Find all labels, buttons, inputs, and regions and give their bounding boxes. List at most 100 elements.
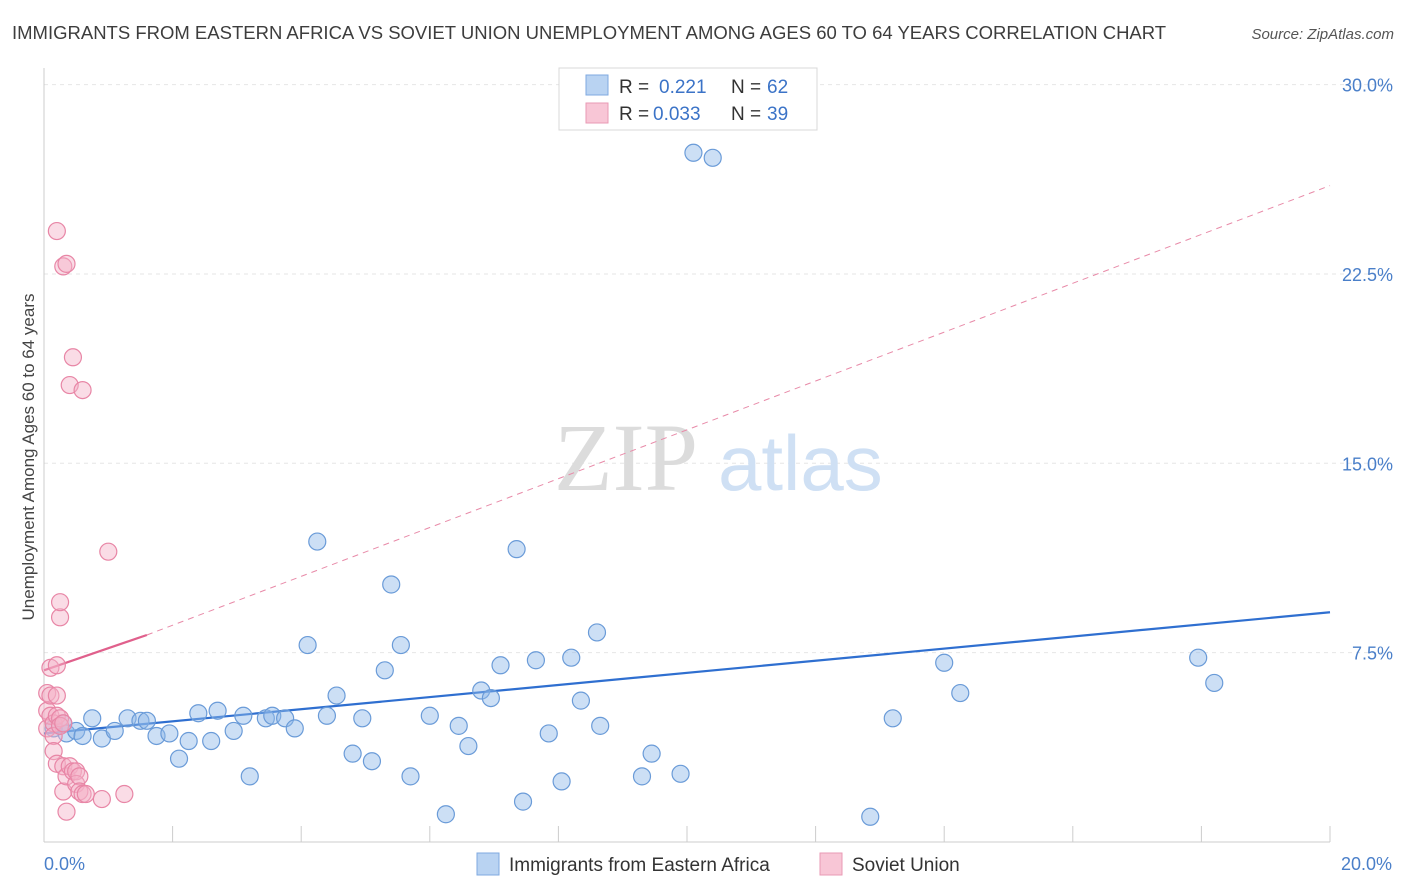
point-soviet-union (57, 254, 76, 273)
point-eastern-africa (169, 749, 189, 768)
point-eastern-africa (526, 651, 545, 670)
trend-line-soviet-union-extension (146, 185, 1331, 636)
point-eastern-africa (401, 767, 420, 786)
point-eastern-africa (539, 724, 558, 743)
point-eastern-africa (1189, 648, 1208, 667)
point-eastern-africa (703, 148, 722, 167)
x-tick-label-min: 0.0% (44, 854, 85, 874)
point-soviet-union (47, 686, 66, 705)
point-eastern-africa (105, 721, 124, 741)
point-eastern-africa (327, 686, 346, 705)
legend-swatch-pink (585, 102, 609, 124)
point-eastern-africa (285, 719, 304, 738)
y-tick-label: 30.0% (1342, 76, 1393, 96)
point-eastern-africa (1205, 673, 1224, 693)
point-soviet-union (57, 802, 76, 821)
point-eastern-africa (343, 744, 362, 763)
y-tick-label: 22.5% (1342, 265, 1393, 285)
y-tick-labels: 7.5% 15.0% 22.5% 30.0% (1342, 76, 1393, 664)
point-soviet-union (44, 726, 63, 746)
point-eastern-africa (449, 716, 468, 735)
point-eastern-africa (951, 683, 970, 703)
series-legend-swatch-blue (476, 852, 500, 876)
point-eastern-africa (179, 731, 198, 751)
point-soviet-union (54, 714, 73, 733)
point-eastern-africa (436, 805, 455, 824)
point-eastern-africa (587, 623, 607, 642)
point-eastern-africa (671, 764, 690, 783)
legend-n-label-2: N = (731, 104, 761, 125)
point-eastern-africa (317, 706, 337, 725)
point-eastern-africa (935, 653, 954, 672)
point-eastern-africa (861, 807, 880, 826)
point-soviet-union (50, 709, 70, 728)
correlation-legend: R = 0.221 N = 62 R = 0.033 N = 39 (558, 67, 818, 131)
point-soviet-union (70, 767, 89, 786)
gridlines (44, 84, 1390, 654)
point-eastern-africa (491, 656, 510, 675)
legend-swatch-blue (585, 74, 609, 96)
point-eastern-africa (353, 709, 372, 728)
point-eastern-africa (298, 635, 317, 655)
y-axis-label: Unemployment Among Ages 60 to 64 years (19, 294, 38, 621)
data-points (38, 143, 1224, 826)
point-eastern-africa (137, 711, 156, 730)
point-soviet-union (50, 593, 70, 612)
point-eastern-africa (883, 709, 902, 728)
chart-source: Source: ZipAtlas.com (1251, 26, 1394, 43)
series-legend-label-1: Immigrants from Eastern Africa (509, 855, 770, 876)
point-eastern-africa (131, 711, 150, 730)
point-soviet-union (47, 706, 66, 725)
point-eastern-africa (507, 540, 526, 559)
legend-r-value-2: 0.033 (653, 104, 701, 125)
point-soviet-union (50, 716, 70, 735)
series-legend-swatch-pink (819, 852, 843, 876)
point-soviet-union (54, 257, 73, 276)
point-soviet-union (99, 542, 118, 561)
chart-title: IMMIGRANTS FROM EASTERN AFRICA VS SOVIET… (12, 22, 1166, 43)
point-eastern-africa (240, 767, 259, 786)
point-eastern-africa (189, 704, 208, 723)
point-eastern-africa (513, 792, 533, 811)
point-soviet-union (47, 221, 66, 241)
point-eastern-africa (83, 709, 102, 728)
y-tick-label: 15.0% (1342, 454, 1393, 474)
point-soviet-union (73, 380, 92, 400)
series-legend-label-2: Soviet Union (852, 855, 960, 876)
point-eastern-africa (224, 721, 243, 741)
point-eastern-africa (562, 648, 581, 667)
point-eastern-africa (481, 688, 500, 708)
point-eastern-africa (591, 716, 610, 735)
point-eastern-africa (391, 635, 410, 655)
point-eastern-africa (308, 532, 327, 551)
legend-r-value-1: 0.221 (659, 77, 707, 98)
point-eastern-africa (472, 681, 491, 700)
point-eastern-africa (684, 143, 703, 162)
point-eastern-africa (73, 726, 92, 746)
point-eastern-africa (362, 752, 382, 771)
series-legend: Immigrants from Eastern Africa Soviet Un… (476, 852, 960, 876)
point-eastern-africa (160, 724, 179, 743)
point-soviet-union (76, 784, 95, 804)
point-soviet-union (115, 784, 134, 804)
point-eastern-africa (571, 691, 591, 710)
point-eastern-africa (632, 767, 652, 786)
legend-n-value-2: 39 (767, 104, 788, 125)
axes (43, 68, 1331, 843)
watermark-atlas: atlas (718, 419, 883, 507)
legend-r-label-2: R = (619, 104, 649, 125)
point-eastern-africa (552, 772, 571, 791)
point-eastern-africa (459, 736, 478, 756)
point-eastern-africa (642, 744, 661, 763)
point-soviet-union (50, 608, 70, 627)
watermark-zip: ZIP (554, 404, 698, 511)
legend-r-label-1: R = (619, 77, 649, 98)
point-eastern-africa (420, 706, 439, 725)
point-eastern-africa (208, 701, 227, 720)
legend-n-label-1: N = (731, 77, 761, 98)
point-soviet-union (92, 789, 111, 809)
point-soviet-union (41, 686, 60, 705)
trend-line-soviet-union (43, 633, 148, 672)
legend-n-value-1: 62 (767, 77, 788, 98)
